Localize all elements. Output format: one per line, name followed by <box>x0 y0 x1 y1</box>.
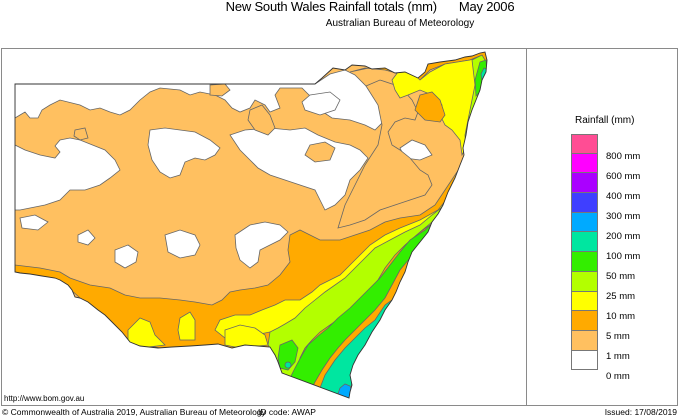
legend-label: 200 mm <box>606 231 641 242</box>
legend-label: 300 mm <box>606 211 641 222</box>
legend-swatch <box>571 291 598 312</box>
title-text: New South Wales Rainfall totals (mm) <box>225 0 437 14</box>
map-title: New South Wales Rainfall totals (mm) May … <box>0 0 680 14</box>
legend-swatch <box>571 153 598 174</box>
legend-swatch <box>571 252 598 272</box>
legend-color-bar <box>571 134 598 371</box>
legend-swatch <box>571 232 598 253</box>
legend-label: 25 mm <box>606 291 636 302</box>
legend-divider <box>526 48 527 406</box>
legend-swatch <box>571 193 598 213</box>
legend-label: 400 mm <box>606 191 641 202</box>
issued-date-text: Issued: 17/08/2019 <box>604 407 677 417</box>
bom-url-link[interactable]: http://www.bom.gov.au <box>4 394 85 403</box>
copyright-text: © Commonwealth of Australia 2019, Austra… <box>2 407 266 417</box>
rainfall-map <box>14 51 488 399</box>
legend-swatch <box>571 134 598 154</box>
legend-swatch <box>571 212 598 233</box>
period-text: May 2006 <box>458 0 515 14</box>
legend-label: 10 mm <box>606 311 636 322</box>
legend-swatch <box>571 330 598 351</box>
legend-swatch <box>571 173 598 194</box>
legend-label: 1 mm <box>606 351 630 362</box>
legend-label: 100 mm <box>606 251 641 262</box>
id-code-text: ID code: AWAP <box>258 407 316 417</box>
legend-swatch <box>571 311 598 331</box>
legend-title: Rainfall (mm) <box>575 115 635 126</box>
legend-label: 50 mm <box>606 271 636 282</box>
legend-label: 600 mm <box>606 171 641 182</box>
map-subtitle: Australian Bureau of Meteorology <box>325 18 475 29</box>
legend-swatch <box>571 350 598 371</box>
legend-swatch <box>571 271 598 292</box>
legend-label: 800 mm <box>606 151 641 162</box>
legend-label: 5 mm <box>606 331 630 342</box>
legend-label: 0 mm <box>606 371 630 382</box>
map-frame <box>1 48 678 406</box>
